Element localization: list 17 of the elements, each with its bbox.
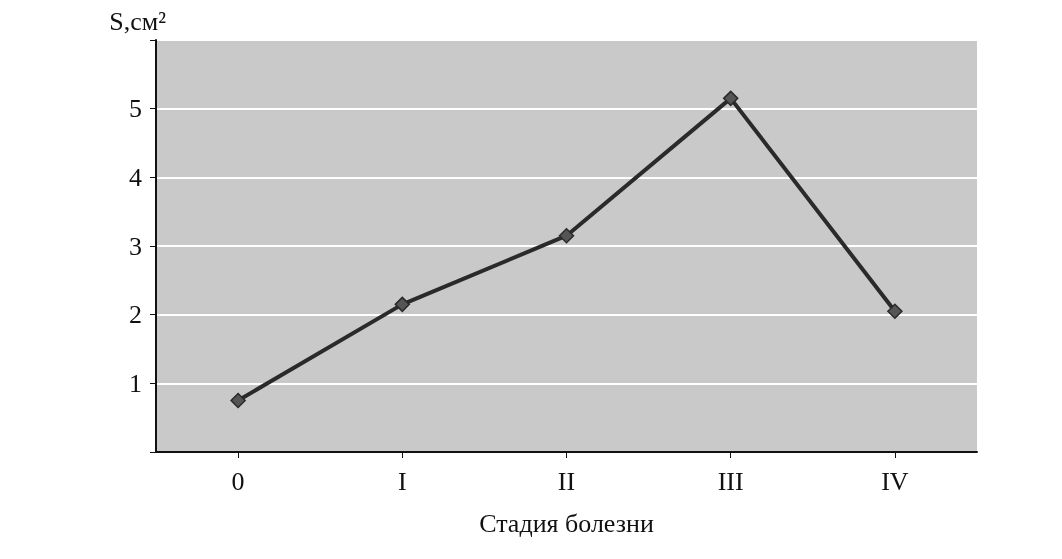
- point: [394, 296, 411, 313]
- x-tick-label: II: [557, 466, 576, 496]
- y-tick-label: 1: [129, 368, 142, 398]
- y-tick-label: 3: [129, 231, 142, 261]
- point: [230, 392, 246, 409]
- x-axis-title: Стадия болезни: [479, 508, 654, 538]
- y-tick-label: 2: [129, 300, 142, 330]
- y-tick-label: 5: [129, 94, 142, 124]
- y-tick-label: 4: [129, 162, 142, 192]
- point: [722, 90, 739, 107]
- point: [558, 227, 575, 244]
- x-tick-label: 0: [231, 466, 245, 496]
- y-axis-title: S,см²: [109, 6, 167, 36]
- x-tick-label: IV: [881, 466, 909, 496]
- x-tick-label: III: [717, 466, 744, 496]
- point: [887, 303, 903, 319]
- x-tick-label: I: [397, 466, 407, 496]
